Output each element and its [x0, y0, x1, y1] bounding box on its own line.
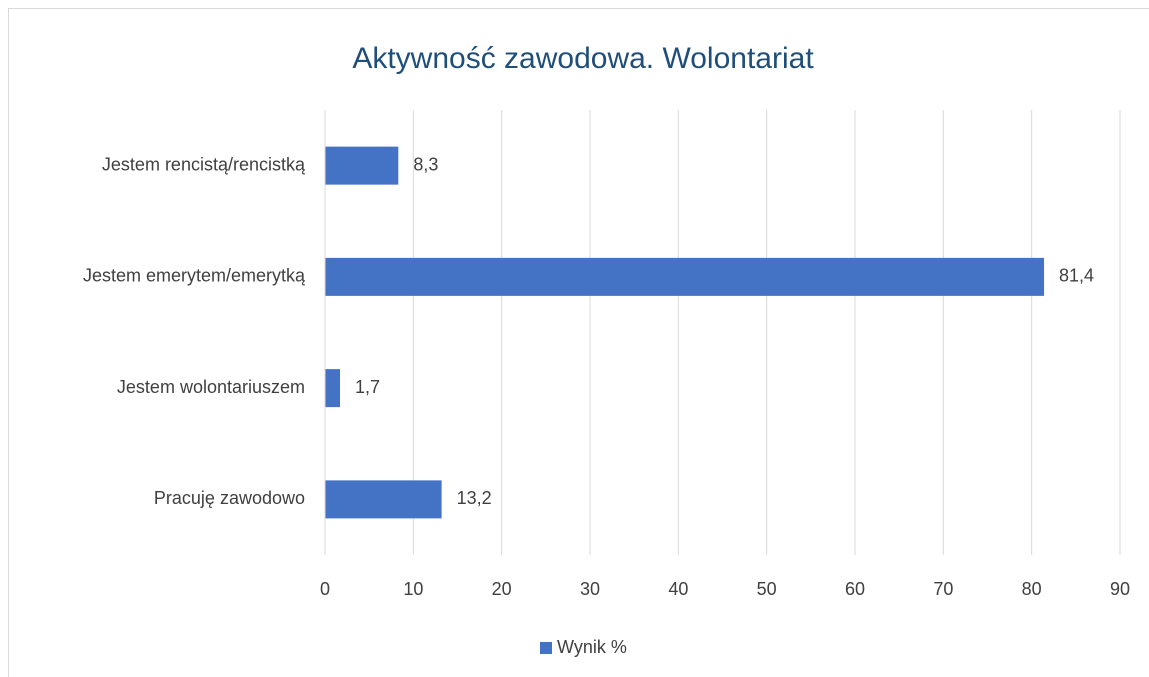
legend-swatch	[540, 642, 552, 654]
data-label: 8,3	[413, 154, 438, 174]
y-tick-label: Pracuję zawodowo	[154, 488, 305, 508]
y-tick-label: Jestem emerytem/emerytką	[83, 266, 306, 286]
x-tick-label: 30	[580, 579, 600, 599]
x-tick-label: 10	[403, 579, 423, 599]
data-label: 13,2	[457, 488, 492, 508]
data-label: 81,4	[1059, 266, 1094, 286]
x-tick-label: 40	[668, 579, 688, 599]
x-tick-label: 50	[757, 579, 777, 599]
bar	[325, 480, 442, 519]
y-tick-label: Jestem rencistą/rencistką	[102, 154, 306, 174]
x-tick-label: 0	[320, 579, 330, 599]
bar	[325, 146, 399, 185]
bar	[325, 369, 341, 408]
legend-label: Wynik %	[557, 637, 627, 657]
chart-title: Aktywność zawodowa. Wolontariat	[352, 42, 814, 75]
x-tick-label: 90	[1110, 579, 1130, 599]
x-tick-label: 60	[845, 579, 865, 599]
x-tick-label: 70	[933, 579, 953, 599]
bar	[325, 257, 1045, 296]
data-label: 1,7	[355, 377, 380, 397]
y-tick-label: Jestem wolontariuszem	[117, 377, 305, 397]
x-tick-label: 20	[492, 579, 512, 599]
x-tick-label: 80	[1022, 579, 1042, 599]
chart-frame	[8, 8, 1149, 677]
